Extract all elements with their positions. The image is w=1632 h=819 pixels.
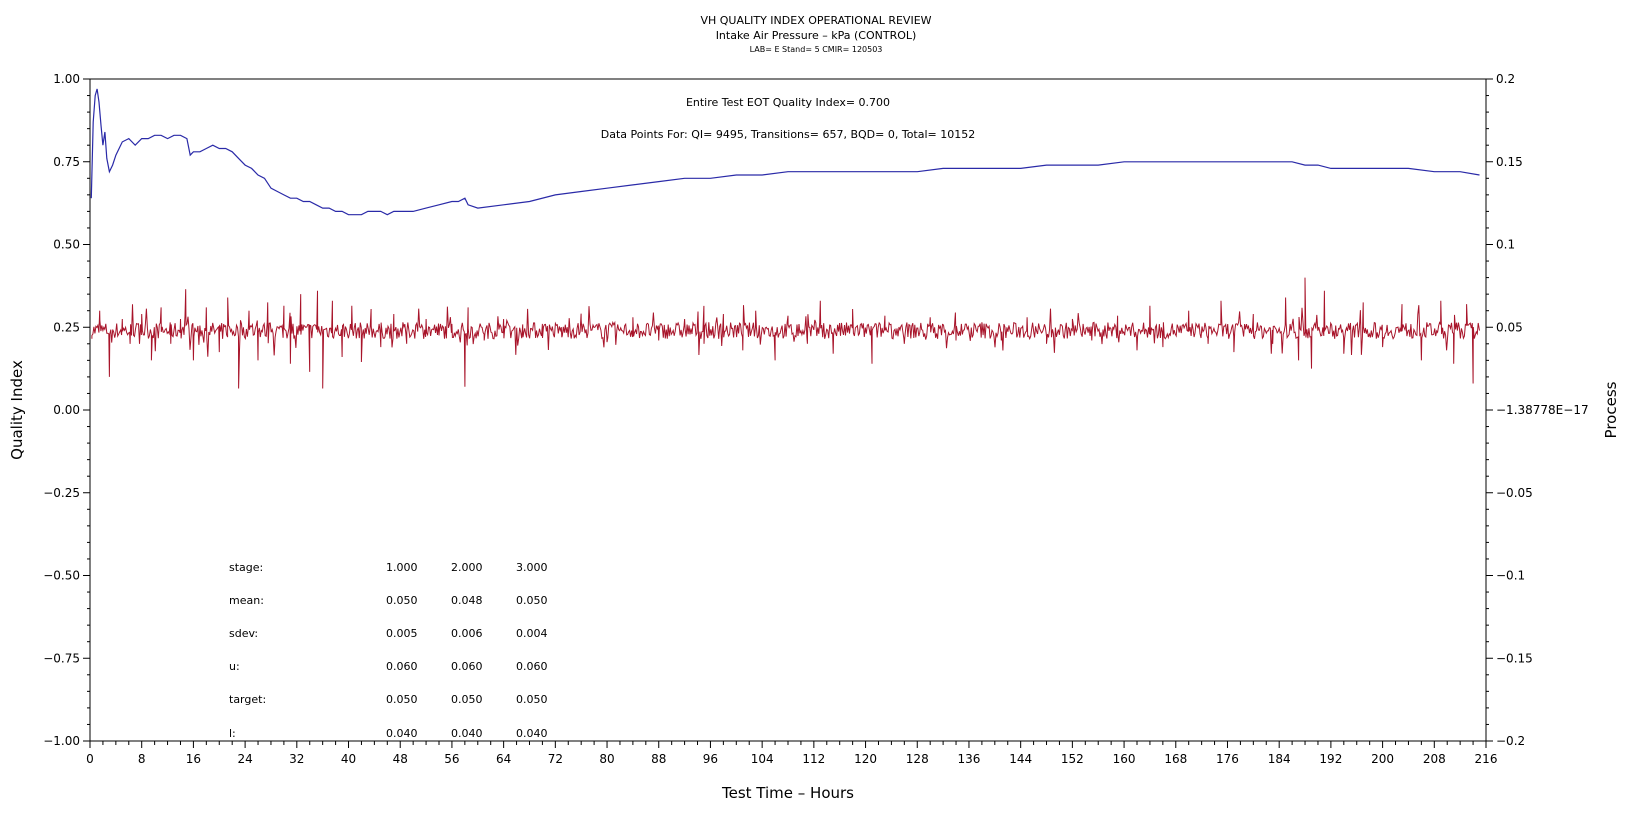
y-tick-label: −0.75 <box>43 651 80 665</box>
stats-cell: 0.050 <box>386 594 418 607</box>
x-tick-label: 168 <box>1164 752 1187 766</box>
stats-row-label: sdev: <box>229 627 258 640</box>
x-tick-label: 112 <box>802 752 825 766</box>
y-tick-label: −0.50 <box>43 569 80 583</box>
stats-header-stage-3: 3.000 <box>516 561 548 574</box>
x-tick-label: 48 <box>393 752 408 766</box>
y-tick-label: 1.00 <box>53 72 80 86</box>
x-tick-label: 16 <box>186 752 201 766</box>
x-tick-label: 160 <box>1113 752 1136 766</box>
y2-tick-label: −0.05 <box>1496 486 1533 500</box>
stats-header-stage-1: 1.000 <box>386 561 418 574</box>
stats-cell: 0.060 <box>451 660 483 673</box>
plot-frame <box>89 78 1487 742</box>
stats-cell: 0.005 <box>386 627 418 640</box>
y2-tick-label: −0.2 <box>1496 734 1525 748</box>
x-tick-label: 144 <box>1009 752 1032 766</box>
x-tick-label: 72 <box>548 752 563 766</box>
y-tick-label: −0.25 <box>43 486 80 500</box>
x-tick-label: 104 <box>751 752 774 766</box>
stats-cell: 0.050 <box>386 693 418 706</box>
x-tick-label: 208 <box>1423 752 1446 766</box>
y2-tick-label: 0.05 <box>1496 320 1523 334</box>
axis-ticks: 0 8 16 24 32 40 48 56 64 72 80 88 96 104 112 120 128 136 1… <box>43 72 1588 766</box>
y2-axis-label: Process <box>1602 381 1620 438</box>
stats-cell: 0.060 <box>386 660 418 673</box>
x-tick-label: 24 <box>237 752 252 766</box>
y-tick-label: 0.50 <box>53 238 80 252</box>
x-tick-label: 8 <box>138 752 146 766</box>
stats-row-label: u: <box>229 660 240 673</box>
stats-header-label: stage: <box>229 561 263 574</box>
stats-table: stage: 1.000 2.000 3.000 mean: 0.050 0.0… <box>229 561 548 740</box>
x-tick-label: 88 <box>651 752 666 766</box>
stats-cell: 0.040 <box>386 727 418 740</box>
x-tick-label: 64 <box>496 752 511 766</box>
y2-tick-label: −0.1 <box>1496 569 1525 583</box>
y-tick-label: 0.25 <box>53 320 80 334</box>
stats-row-label: target: <box>229 693 266 706</box>
y-tick-label: 0.00 <box>53 403 80 417</box>
data-points-annotation: Data Points For: QI= 9495, Transitions= … <box>601 128 976 141</box>
y2-tick-label: 0.1 <box>1496 238 1515 252</box>
stats-cell: 0.048 <box>451 594 483 607</box>
stats-cell: 0.004 <box>516 627 548 640</box>
y-tick-label: −1.00 <box>43 734 80 748</box>
y-axis-label: Quality Index <box>8 360 26 460</box>
x-tick-label: 80 <box>599 752 614 766</box>
x-tick-label: 176 <box>1216 752 1239 766</box>
y-tick-label: 0.75 <box>53 155 80 169</box>
x-tick-label: 128 <box>906 752 929 766</box>
stats-cell: 0.040 <box>451 727 483 740</box>
x-tick-label: 0 <box>86 752 94 766</box>
stats-cell: 0.050 <box>516 594 548 607</box>
chart-title: VH QUALITY INDEX OPERATIONAL REVIEW <box>700 14 931 27</box>
stats-row-label: mean: <box>229 594 264 607</box>
stats-cell: 0.050 <box>516 693 548 706</box>
chart-subtitle: Intake Air Pressure – kPa (CONTROL) <box>716 29 917 42</box>
quality-index-line <box>90 88 1480 216</box>
eot-quality-index-annotation: Entire Test EOT Quality Index= 0.700 <box>686 96 890 109</box>
x-tick-label: 32 <box>289 752 304 766</box>
series-group <box>90 88 1480 389</box>
y2-tick-label: −0.15 <box>1496 651 1533 665</box>
x-tick-label: 96 <box>703 752 718 766</box>
x-tick-label: 40 <box>341 752 356 766</box>
x-tick-label: 192 <box>1319 752 1342 766</box>
x-axis-label: Test Time – Hours <box>721 784 854 802</box>
x-tick-label: 200 <box>1371 752 1394 766</box>
x-tick-label: 56 <box>444 752 459 766</box>
y2-tick-label: 0.2 <box>1496 72 1515 86</box>
chart-meta: LAB= E Stand= 5 CMIR= 120503 <box>750 45 883 54</box>
y2-tick-label: 0.15 <box>1496 155 1523 169</box>
stats-cell: 0.050 <box>451 693 483 706</box>
stats-cell: 0.060 <box>516 660 548 673</box>
x-tick-label: 152 <box>1061 752 1084 766</box>
stats-header-stage-2: 2.000 <box>451 561 483 574</box>
x-tick-label: 136 <box>958 752 981 766</box>
x-tick-label: 120 <box>854 752 877 766</box>
stats-cell: 0.040 <box>516 727 548 740</box>
x-tick-label: 216 <box>1475 752 1498 766</box>
process-line <box>91 277 1480 389</box>
stats-cell: 0.006 <box>451 627 483 640</box>
stats-row-label: l: <box>229 727 236 740</box>
x-tick-label: 184 <box>1268 752 1291 766</box>
y2-tick-label: −1.38778E−17 <box>1496 403 1589 417</box>
